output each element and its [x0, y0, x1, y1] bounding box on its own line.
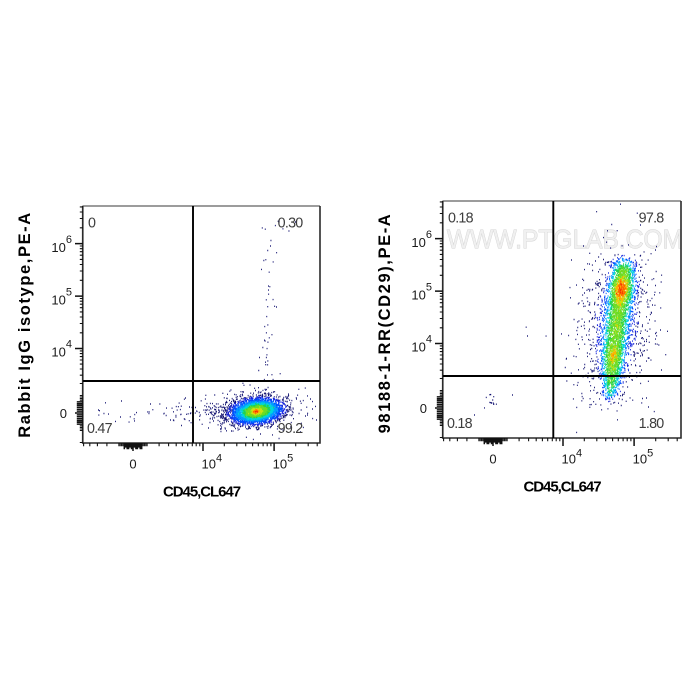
- svg-text:0: 0: [129, 457, 136, 472]
- svg-text:0.47: 0.47: [87, 421, 113, 437]
- svg-text:0: 0: [420, 401, 427, 416]
- svg-text:99.2: 99.2: [278, 421, 304, 437]
- svg-text:97.8: 97.8: [639, 210, 665, 226]
- svg-text:98188-1-RR(CD29),PE-A: 98188-1-RR(CD29),PE-A: [376, 213, 394, 434]
- svg-text:0: 0: [489, 452, 496, 467]
- svg-text:CD45,CL647: CD45,CL647: [523, 478, 601, 495]
- svg-text:0.18: 0.18: [448, 210, 474, 226]
- svg-text:0: 0: [88, 215, 96, 231]
- svg-text:WWW.PTGLAB.COM: WWW.PTGLAB.COM: [447, 224, 683, 254]
- svg-text:0: 0: [60, 406, 67, 421]
- svg-text:0.18: 0.18: [447, 416, 473, 432]
- svg-text:Rabbit IgG isotype,PE-A: Rabbit IgG isotype,PE-A: [16, 211, 34, 438]
- svg-text:0.30: 0.30: [278, 215, 304, 231]
- svg-text:1.80: 1.80: [639, 416, 665, 432]
- svg-text:CD45,CL647: CD45,CL647: [163, 483, 241, 500]
